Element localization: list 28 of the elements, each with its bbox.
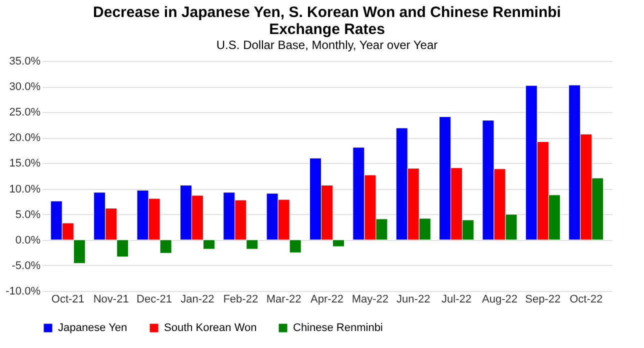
legend-label: Japanese Yen	[58, 322, 128, 334]
y-tick-label: -10.0%	[6, 286, 41, 298]
x-tick-label: May-22	[352, 294, 389, 306]
x-tick-label: Jan-22	[180, 294, 214, 306]
y-tick-label: 25.0%	[9, 106, 41, 119]
legend-label: South Korean Won	[164, 322, 257, 334]
x-tick-label: Mar-22	[266, 294, 302, 306]
x-tick-label: Aug-22	[482, 294, 518, 306]
chart-subtitle: U.S. Dollar Base, Monthly, Year over Year	[216, 38, 438, 52]
x-tick-label: Apr-22	[310, 294, 344, 306]
x-tick-label: Jul-22	[442, 294, 472, 306]
chart-title: Decrease in Japanese Yen, S. Korean Won and Chinese Renminbi Exchange Rates	[93, 4, 561, 38]
x-tick-label: Dec-21	[136, 294, 172, 306]
x-tick-label: Oct-21	[51, 294, 84, 306]
y-tick-label: 10.0%	[9, 183, 41, 196]
y-tick-label: 15.0%	[9, 158, 41, 170]
y-tick-label: 20.0%	[9, 132, 41, 144]
y-tick-label: 35.0%	[9, 56, 41, 68]
y-tick-label: 0.0%	[15, 234, 41, 246]
y-tick-label: 5.0%	[15, 208, 41, 221]
y-tick-label: 30.0%	[9, 81, 41, 94]
legend-label: Chinese Renminbi	[293, 322, 383, 334]
y-tick-label: -5.0%	[12, 260, 41, 272]
x-tick-label: Oct-22	[570, 294, 603, 306]
x-tick-label: Nov-21	[93, 294, 129, 306]
x-tick-label: Sep-22	[525, 294, 561, 306]
x-tick-label: Jun-22	[396, 294, 430, 306]
x-tick-label: Feb-22	[223, 294, 258, 306]
